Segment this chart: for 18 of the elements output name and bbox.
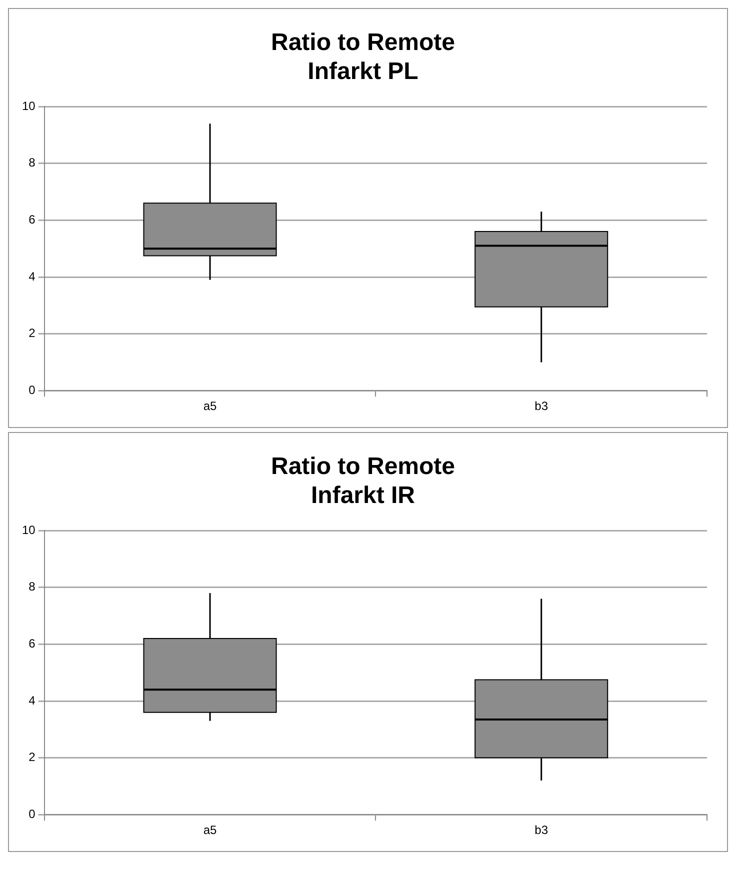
y-tick-label: 2 <box>28 750 36 764</box>
y-tick-label: 6 <box>28 636 36 651</box>
y-tick-label: 4 <box>28 693 36 708</box>
chart-title: Ratio to Remote Infarkt IR <box>270 453 456 509</box>
y-tick-label: 0 <box>28 382 36 397</box>
y-tick-label: 2 <box>28 326 36 340</box>
y-tick-label: 8 <box>28 580 36 594</box>
y-tick-label: 6 <box>28 212 36 227</box>
y-tick-label: 8 <box>28 156 36 170</box>
chart-title: Ratio to Remote Infarkt PL <box>270 29 456 85</box>
y-tick-label: 4 <box>28 269 36 284</box>
y-tick-label: 0 <box>28 806 36 821</box>
x-tick-label: a5 <box>203 399 218 414</box>
y-tick-label: 10 <box>22 522 36 537</box>
x-tick-label: a5 <box>203 823 218 838</box>
x-tick-label: b3 <box>534 399 548 414</box>
x-tick-label: b3 <box>534 823 548 838</box>
y-tick-label: 10 <box>22 98 36 113</box>
